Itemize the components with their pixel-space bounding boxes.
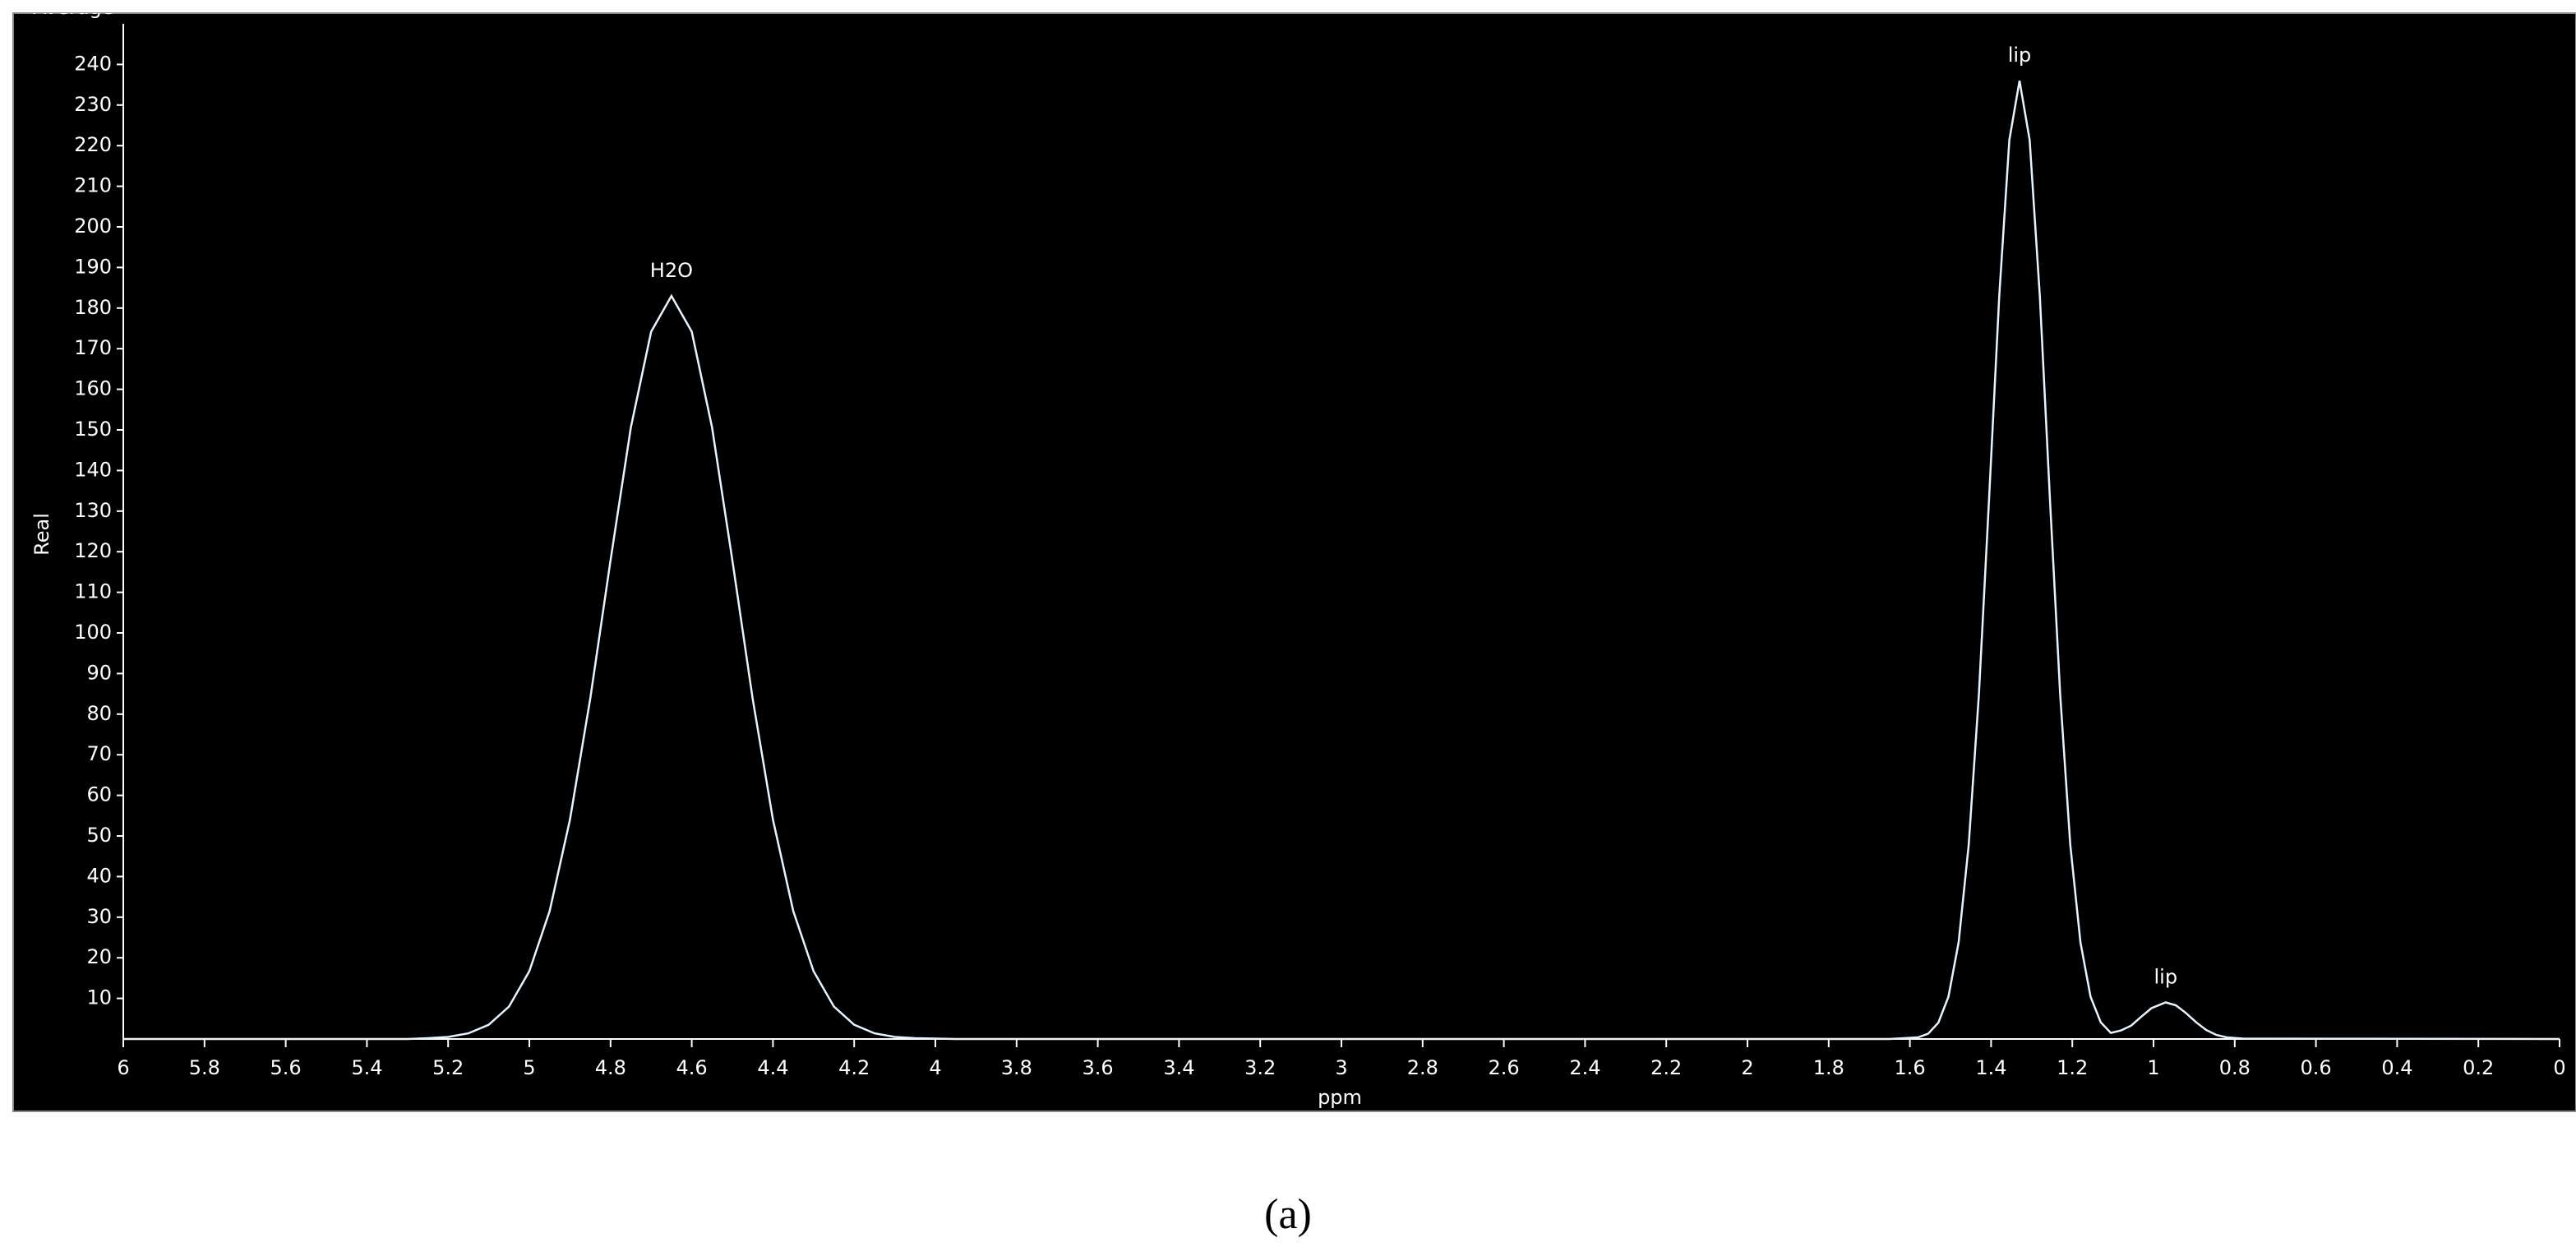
y-tick-label: 120 <box>74 539 112 562</box>
y-tick-label: 140 <box>74 458 112 481</box>
x-tick-label: 5 <box>523 1056 535 1079</box>
x-tick-label: 1.8 <box>1813 1056 1844 1079</box>
y-tick-label: 100 <box>74 621 112 644</box>
y-tick-label: 170 <box>74 336 112 359</box>
y-tick-label: 80 <box>86 702 112 725</box>
x-tick-label: 2.2 <box>1650 1056 1682 1079</box>
x-tick-label: 0 <box>2553 1056 2565 1079</box>
x-tick-label: 0.8 <box>2219 1056 2251 1079</box>
x-tick-label: 4.8 <box>595 1056 626 1079</box>
y-tick-label: 130 <box>74 499 112 522</box>
x-tick-label: 3.4 <box>1163 1056 1194 1079</box>
x-tick-label: 5.2 <box>432 1056 464 1079</box>
y-tick-label: 200 <box>74 215 112 238</box>
y-tick-label: 190 <box>74 255 112 278</box>
y-tick-label: 240 <box>74 52 112 75</box>
x-tick-label: 4.6 <box>676 1056 708 1079</box>
panel <box>12 12 2576 1112</box>
x-tick-label: 6 <box>117 1056 129 1079</box>
x-tick-label: 0.6 <box>2301 1056 2332 1079</box>
x-tick-label: 1.2 <box>2057 1056 2088 1079</box>
y-tick-label: 70 <box>86 742 112 765</box>
x-tick-label: 5.4 <box>351 1056 382 1079</box>
x-axis-label: ppm <box>1318 1086 1362 1109</box>
x-tick-label: 1 <box>2147 1056 2159 1079</box>
peak-label: lip <box>2008 44 2032 67</box>
x-tick-label: 2 <box>1741 1056 1753 1079</box>
x-tick-label: 0.2 <box>2463 1056 2494 1079</box>
y-tick-label: 40 <box>86 864 112 887</box>
x-tick-label: 2.6 <box>1489 1056 1520 1079</box>
x-tick-label: 4.2 <box>838 1056 870 1079</box>
x-tick-label: 1.6 <box>1895 1056 1926 1079</box>
peak-label: H2O <box>650 259 693 282</box>
spectrum-line <box>123 80 2560 1041</box>
y-tick-label: 180 <box>74 296 112 319</box>
x-tick-label: 0.4 <box>2381 1056 2412 1079</box>
y-tick-label: 60 <box>86 783 112 806</box>
y-tick-label: 20 <box>86 945 112 968</box>
chart-title: Average <box>33 0 114 19</box>
y-tick-label: 30 <box>86 905 112 928</box>
plot: Average Real ppm 10203040506070809010011… <box>30 0 2566 1109</box>
y-tick-label: 160 <box>74 377 112 400</box>
y-tick-label: 210 <box>74 174 112 197</box>
x-tick-label: 3 <box>1335 1056 1347 1079</box>
x-tick-label: 5.6 <box>270 1056 302 1079</box>
x-tick-label: 3.8 <box>1001 1056 1032 1079</box>
y-tick-label: 230 <box>74 93 112 116</box>
y-tick-label: 150 <box>74 418 112 441</box>
y-tick-label: 10 <box>86 986 112 1009</box>
x-tick-label: 1.4 <box>1975 1056 2006 1079</box>
x-tick-label: 2.8 <box>1407 1056 1438 1079</box>
x-tick-label: 5.8 <box>189 1056 220 1079</box>
y-tick-label: 110 <box>74 580 112 603</box>
x-tick-label: 4 <box>929 1056 941 1079</box>
y-axis-label: Real <box>30 513 53 556</box>
peak-label: lip <box>2154 966 2178 989</box>
x-tick-label: 4.4 <box>757 1056 788 1079</box>
caption: (a) <box>1264 1191 1312 1238</box>
x-tick-label: 3.2 <box>1244 1056 1276 1079</box>
y-tick-label: 220 <box>74 133 112 156</box>
x-tick-label: 2.4 <box>1569 1056 1600 1079</box>
y-tick-label: 50 <box>86 824 112 847</box>
y-tick-label: 90 <box>86 661 112 684</box>
x-tick-label: 3.6 <box>1083 1056 1114 1079</box>
